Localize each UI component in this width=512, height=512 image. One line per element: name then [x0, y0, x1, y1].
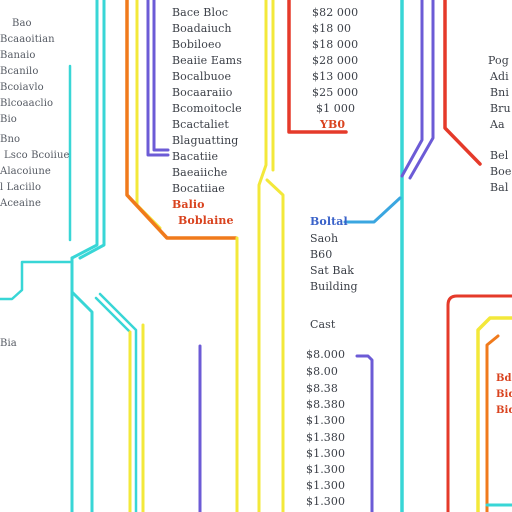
cyan-line [94, 296, 132, 334]
left-label: Bia [0, 338, 17, 349]
left-label: l Laciilo [0, 182, 42, 193]
left-label: Banaio [0, 50, 36, 61]
value-red-label: YB0 [320, 118, 346, 131]
left-label: Bcanilo [0, 66, 39, 77]
purple-line [400, 0, 424, 178]
left-label: Bio [0, 114, 17, 125]
center-label: Beaiie Eams [172, 54, 242, 67]
far-right-label: Bel [490, 149, 509, 162]
value-label: $18 000 [312, 38, 359, 51]
far-right-red-label: Bid [496, 389, 512, 400]
center-label: Boadaiuch [172, 22, 232, 35]
far-right-red-label: Bdd [496, 373, 512, 384]
cyan-line [70, 256, 94, 512]
left-label: Bcaaoitian [0, 34, 55, 45]
far-right-label: Bru [490, 102, 511, 115]
yellow-box [476, 316, 512, 512]
center-label: Bcactaliet [172, 118, 229, 131]
center-mid-label: Boltal [310, 215, 348, 228]
red-line [443, 0, 482, 166]
center-label: Blaguatting [172, 134, 239, 147]
left-label: Bcoiavlo [0, 82, 44, 93]
value-label: $1 000 [316, 102, 356, 115]
left-label: Bao [12, 18, 32, 29]
bottom-value: $1.380 [306, 431, 346, 444]
orange-line [485, 334, 500, 512]
bottom-value: $1.300 [306, 495, 346, 508]
far-right-label: Adi [490, 70, 509, 83]
far-right-label: Bni [490, 86, 509, 99]
value-label: $25 000 [312, 86, 359, 99]
far-right-label: Boe [490, 165, 512, 178]
center-mid-label: Sat Bak [310, 264, 355, 277]
bottom-value: $1.300 [306, 414, 346, 427]
center-red-label: Boblaine [178, 214, 234, 227]
value-label: $18 00 [312, 22, 352, 35]
center-mid-label: B60 [310, 248, 333, 261]
bottom-value: $8.380 [306, 398, 346, 411]
center-mid-label: Building [310, 280, 358, 293]
left-label: Alacoiune [0, 166, 51, 177]
center-label: Bacatiie [172, 150, 219, 163]
red-box [446, 294, 512, 512]
cyan-line [78, 0, 106, 260]
center-label: Bace Bloc [172, 6, 229, 19]
yellow-line [257, 0, 268, 512]
far-right-label: Pog [488, 54, 509, 67]
bottom-value: $1.300 [306, 463, 346, 476]
cyan-line [0, 260, 72, 301]
value-label: $28 000 [312, 54, 359, 67]
far-right-label: Aa [490, 118, 505, 131]
bottom-value: $1.300 [306, 479, 346, 492]
bottom-value: $8.00 [306, 365, 338, 378]
center-label: Bocaaraiio [172, 86, 233, 99]
purple-line [408, 0, 435, 180]
left-label: Lsco Bcoiiue [4, 150, 70, 161]
center-label: Bcomoitocle [172, 102, 242, 115]
blue-line [343, 196, 402, 224]
value-label: $82 000 [312, 6, 359, 19]
purple-line [152, 0, 170, 152]
left-label: Bno [0, 134, 21, 145]
orange-line [125, 0, 238, 240]
left-label: Blcoaaclio [0, 98, 54, 109]
center-red-label: Balio [172, 198, 205, 211]
yellow-line [265, 178, 285, 512]
center-label: Bobiloeo [172, 38, 222, 51]
far-right-red-label: Bid [496, 405, 512, 416]
far-right-label: Bal [490, 181, 509, 194]
center-mid-label: Saoh [310, 232, 339, 245]
center-label: Bocalbuoe [172, 70, 232, 83]
left-label: Aceaine [0, 198, 41, 209]
center-label: Bocatiiae [172, 182, 225, 195]
bottom-value: $1.300 [306, 447, 346, 460]
center-label: Baeaiiche [172, 166, 228, 179]
purple-line [355, 354, 374, 512]
bottom-value: $8.000 [306, 348, 346, 361]
purple-line [146, 0, 170, 157]
bottom-value: $8.38 [306, 382, 338, 395]
center-mid-label: Cast [310, 318, 336, 331]
value-label: $13 000 [312, 70, 359, 83]
red-line [287, 0, 348, 134]
cyan-line [70, 0, 99, 512]
cyan-line [98, 292, 138, 512]
